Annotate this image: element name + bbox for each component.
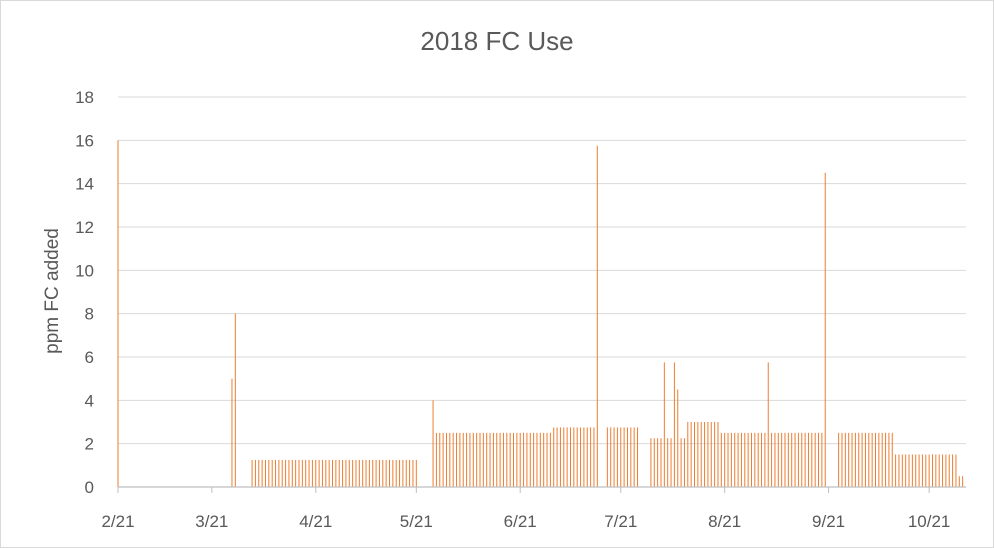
x-tick-label: 5/21 [400,512,433,531]
x-tick-label: 8/21 [708,512,741,531]
x-tick-label: 2/21 [101,512,134,531]
x-tick-label: 10/21 [908,512,951,531]
y-tick-label: 14 [75,175,94,194]
x-tick-label: 7/21 [604,512,637,531]
y-tick-label: 0 [85,478,94,497]
x-tick-label: 9/21 [812,512,845,531]
y-tick-label: 2 [85,435,94,454]
x-tick-label: 6/21 [504,512,537,531]
chart-title: 2018 FC Use [420,26,574,56]
y-tick-labels: 0 2 4 6 8 10 12 14 16 18 [75,88,94,497]
gridlines [118,96,966,445]
y-tick-label: 12 [75,218,94,237]
y-tick-label: 18 [75,88,94,107]
y-tick-label: 16 [75,131,94,150]
x-tick-labels: 2/21 3/21 4/21 5/21 6/21 7/21 8/21 9/21 10/21 [101,512,950,531]
y-axis-label: ppm FC added [42,228,63,354]
y-tick-label: 8 [85,305,94,324]
bars [117,140,964,487]
y-tick-label: 10 [75,261,94,280]
axes [117,486,966,493]
x-tick-label: 3/21 [195,512,228,531]
x-tick-label: 4/21 [299,512,332,531]
y-tick-label: 4 [85,391,94,410]
y-tick-label: 6 [85,348,94,367]
